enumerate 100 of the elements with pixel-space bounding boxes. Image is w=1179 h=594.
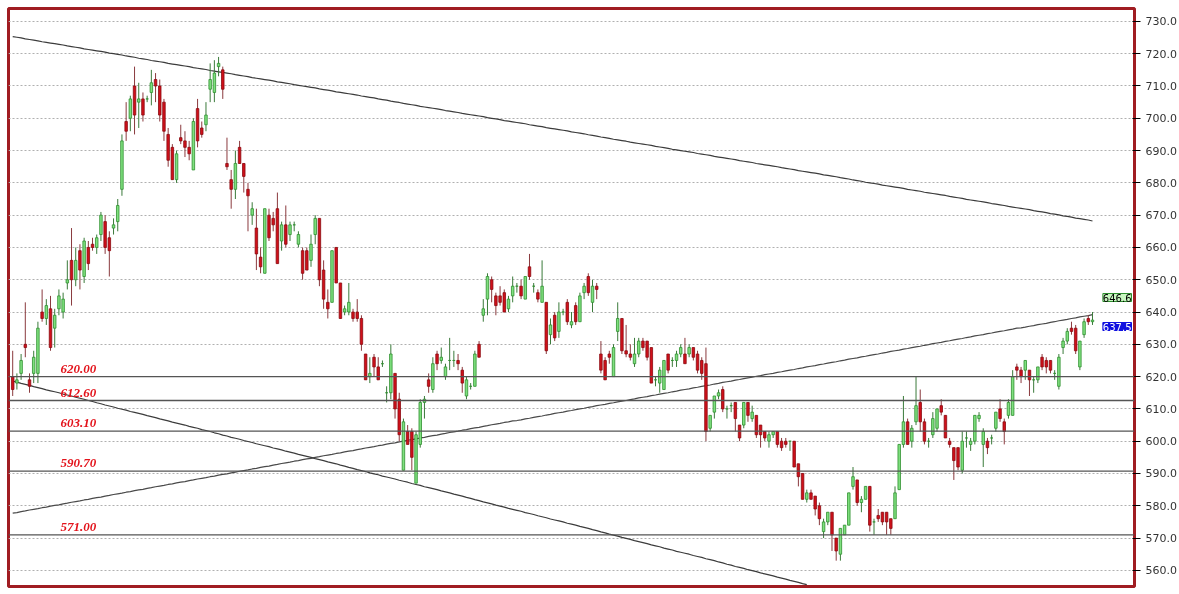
candlestick [834, 537, 838, 562]
candlestick [855, 479, 859, 507]
candlestick [27, 372, 32, 394]
candlestick [746, 401, 750, 423]
y-tick-label: 610.0 [1145, 402, 1177, 416]
ref-line-label: 571.00 [60, 518, 97, 534]
candlestick [527, 253, 532, 281]
text: 646.6 [1102, 292, 1132, 304]
candlestick [683, 337, 687, 365]
y-tick-label: 730.0 [1145, 15, 1177, 29]
candlestick [725, 405, 729, 420]
y-tick-label: 590.0 [1145, 467, 1177, 481]
candlestick [305, 246, 309, 271]
candlestick [221, 66, 225, 100]
candlestick [931, 411, 935, 439]
candlestick [204, 101, 208, 132]
candlestick [910, 424, 914, 449]
y-tick-label: 560.0 [1145, 564, 1177, 578]
candlestick [300, 246, 305, 281]
candlestick [40, 288, 44, 323]
y-tick-label: 640.0 [1145, 306, 1177, 320]
candlestick [956, 447, 960, 471]
candlestick [502, 288, 506, 313]
candlestick [1023, 359, 1027, 381]
candlestick [490, 276, 494, 303]
candlestick [267, 208, 271, 242]
candlestick [813, 495, 817, 516]
candlestick [721, 385, 725, 413]
candlestick [57, 288, 61, 316]
y-tick-label: 700.0 [1145, 112, 1177, 126]
candlestick [309, 234, 313, 268]
candlestick [590, 279, 595, 313]
candlestick [246, 182, 250, 232]
ref-line-label: 603.10 [60, 415, 97, 431]
candlestick [1015, 363, 1019, 381]
candlestick [368, 356, 372, 384]
candlestick [86, 240, 90, 271]
y-tick-label: 720.0 [1145, 47, 1177, 61]
candlestick [586, 272, 590, 297]
ref-line-label: 620.00 [60, 360, 97, 376]
candlestick [145, 95, 149, 103]
candlestick [485, 272, 490, 316]
candlestick [767, 431, 771, 449]
candlestick [695, 350, 700, 374]
candlestick [557, 301, 561, 339]
candlestick [754, 414, 759, 439]
candlestick [44, 298, 48, 326]
candlestick [229, 169, 233, 210]
y-tick-label: 630.0 [1145, 338, 1177, 352]
candlestick [742, 401, 746, 429]
candlestick [208, 62, 212, 103]
candlestick [149, 69, 154, 106]
candlestick [632, 337, 637, 368]
candlestick [905, 418, 910, 445]
candlestick [11, 350, 15, 397]
candlestick [347, 282, 351, 316]
candlestick [914, 376, 918, 426]
ref-line-label: 612.60 [60, 384, 97, 400]
candlestick [481, 298, 485, 323]
y-tick-label: 690.0 [1145, 144, 1177, 158]
candlestick [456, 353, 460, 371]
candlestick [616, 301, 620, 342]
candlestick [935, 408, 939, 433]
candlestick [116, 198, 120, 232]
candlestick [733, 401, 738, 433]
candlestick [212, 59, 217, 103]
candlestick [952, 447, 956, 481]
candlestick [53, 308, 57, 349]
candlestick [851, 466, 855, 491]
y-tick-label: 660.0 [1145, 241, 1177, 255]
candlestick [511, 276, 515, 303]
candlestick [666, 353, 670, 374]
candlestick [464, 376, 469, 400]
candlestick [574, 301, 578, 326]
candlestick [279, 221, 284, 252]
candlestick [1002, 418, 1006, 445]
text: 637.5 [1102, 321, 1132, 333]
candlestick [128, 95, 132, 132]
candlestick [540, 259, 544, 303]
candlestick [565, 298, 569, 326]
candlestick [183, 130, 187, 158]
candlestick [65, 259, 69, 290]
y-tick-label: 650.0 [1145, 273, 1177, 287]
candlestick [288, 221, 292, 242]
candlestick [998, 398, 1002, 423]
candlestick [1082, 317, 1086, 339]
candlestick [884, 511, 889, 536]
candlestick [250, 201, 254, 226]
candlestick [313, 214, 317, 245]
candlestick [548, 317, 553, 345]
y-tick-label: 570.0 [1145, 532, 1177, 546]
candlestick [426, 372, 431, 394]
candlestick [460, 366, 464, 394]
candlestick [23, 301, 27, 358]
candlestick [830, 511, 834, 552]
candlestick [872, 518, 876, 536]
y-tick-label: 580.0 [1145, 499, 1177, 513]
candlestick [943, 414, 948, 439]
candlestick [78, 243, 82, 290]
candlestick [1019, 366, 1023, 384]
